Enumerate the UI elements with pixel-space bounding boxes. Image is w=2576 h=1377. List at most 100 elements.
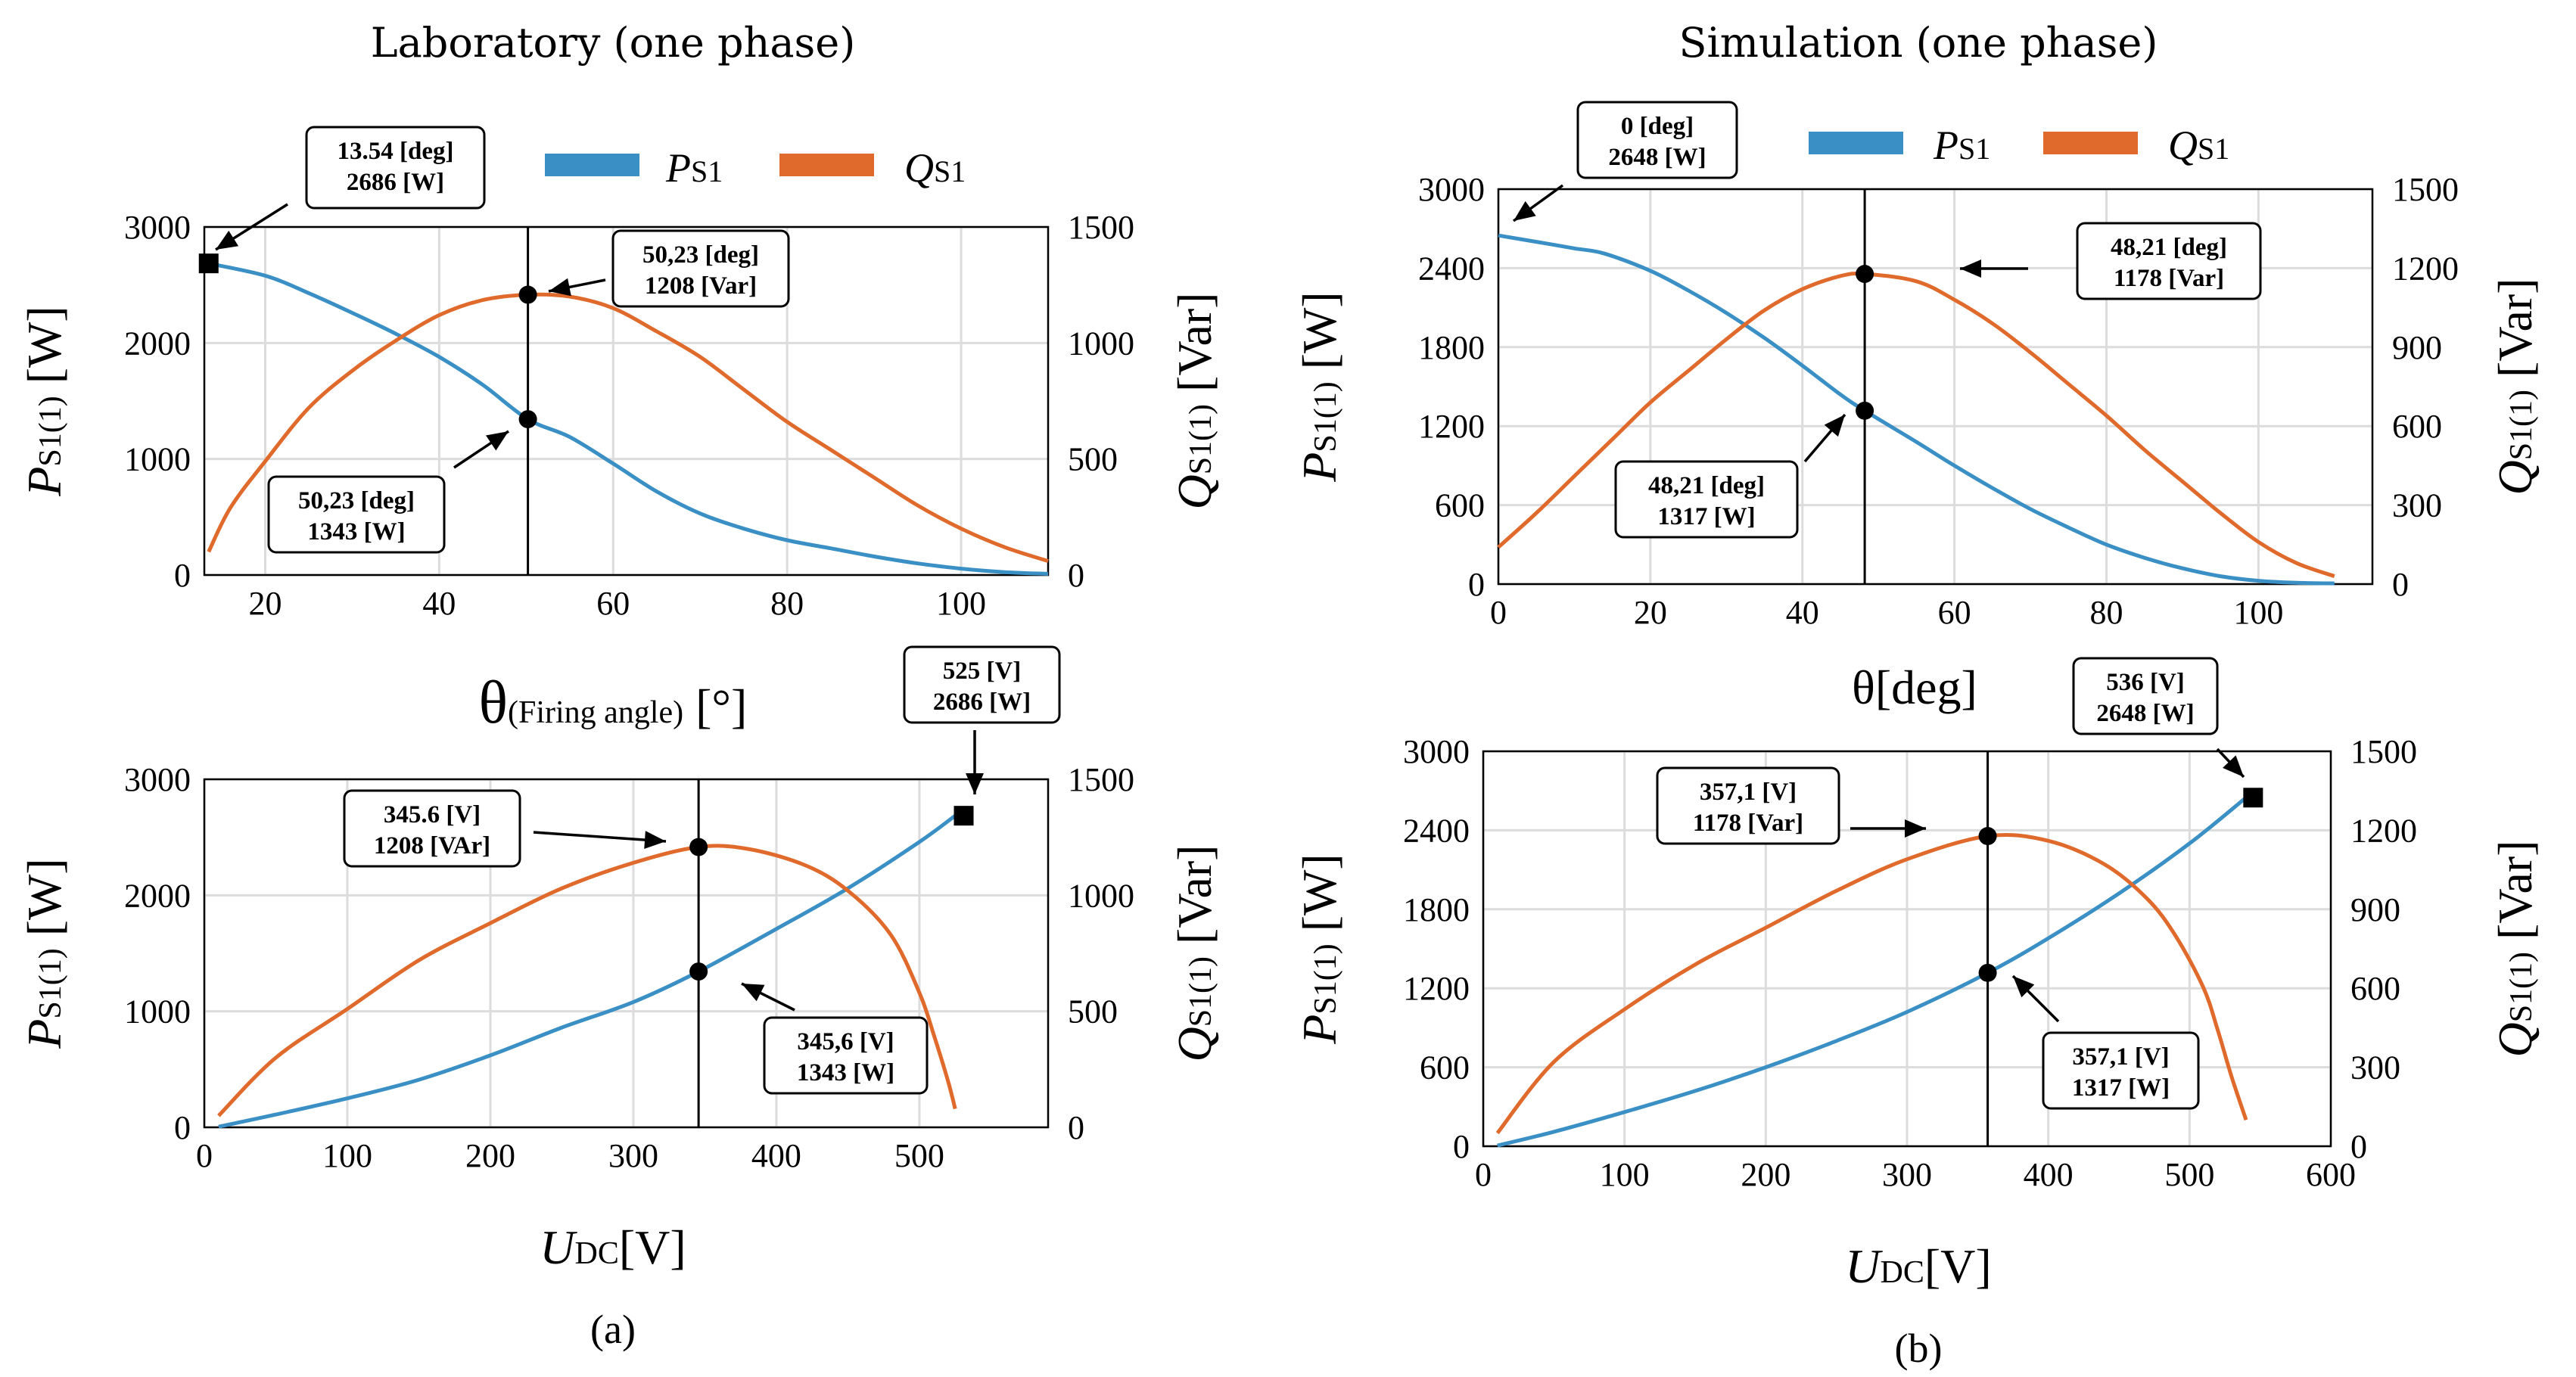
annotation-callout: 345,6 [V] 1343 [W] bbox=[741, 982, 929, 1095]
legend-swatch-q bbox=[779, 154, 874, 176]
x-tick-label: 20 bbox=[248, 585, 282, 622]
title-simulation: Simulation (one phase) bbox=[1679, 19, 2158, 67]
marker-dot bbox=[518, 410, 537, 429]
y-axis-label-q: QS1(1) [Var] bbox=[2488, 840, 2542, 1057]
annotation-box bbox=[611, 229, 790, 308]
y-tick-label: 2000 bbox=[124, 325, 191, 362]
y2-tick-label: 900 bbox=[2392, 329, 2442, 366]
y2-tick-label: 500 bbox=[1068, 441, 1118, 478]
annotation-line-1: 345.6 [V] bbox=[384, 801, 481, 828]
y2-tick-label: 600 bbox=[2350, 970, 2400, 1007]
legend-swatch-p bbox=[545, 154, 639, 176]
annotation-callout: 48,21 [deg] 1317 [W] bbox=[1614, 413, 1846, 539]
y-tick-label: 2000 bbox=[124, 877, 191, 914]
xlabel-sim-udc: UDC[V] bbox=[1845, 1239, 1991, 1293]
marker-dot bbox=[518, 285, 537, 304]
annotation-callout: 525 [V] 2686 [W] bbox=[903, 645, 1061, 794]
y-tick-label: 600 bbox=[1420, 1049, 1470, 1086]
x-tick-label: 40 bbox=[1786, 594, 1819, 631]
annotation-box bbox=[2042, 1031, 2200, 1110]
y-tick-label: 1800 bbox=[1418, 329, 1485, 366]
annotation-arrowhead bbox=[549, 278, 571, 297]
y-tick-label: 3000 bbox=[1418, 171, 1485, 208]
series-line-p bbox=[1498, 233, 2335, 586]
legend-label-p: PS1 bbox=[1933, 123, 1990, 168]
y-tick-label: 3000 bbox=[124, 209, 191, 246]
plot-frame bbox=[203, 778, 1050, 1129]
y-tick-label: 0 bbox=[174, 557, 191, 594]
y2-tick-label: 300 bbox=[2350, 1049, 2400, 1086]
annotation-callout: 0 [deg] 2648 [W] bbox=[1512, 101, 1738, 222]
x-tick-label: 200 bbox=[465, 1137, 515, 1174]
x-tick-label: 20 bbox=[1634, 594, 1667, 631]
annotation-line-1: 48,21 [deg] bbox=[1648, 472, 1765, 499]
x-tick-label: 600 bbox=[2306, 1156, 2356, 1193]
annotation-arrowhead bbox=[1905, 819, 1926, 838]
marker-square bbox=[2243, 788, 2263, 808]
annotation-callout: 50,23 [deg] 1208 [Var] bbox=[548, 229, 790, 308]
y2-tick-label: 1000 bbox=[1068, 325, 1134, 362]
x-tick-label: 0 bbox=[1475, 1156, 1492, 1193]
x-tick-label: 100 bbox=[2233, 594, 2283, 631]
annotation-box bbox=[305, 126, 486, 210]
annotation-arrowhead bbox=[216, 230, 239, 250]
y-tick-label: 1200 bbox=[1403, 970, 1470, 1007]
x-tick-label: 0 bbox=[196, 1137, 213, 1174]
x-tick-label: 500 bbox=[2164, 1156, 2214, 1193]
annotation-line-1: 48,21 [deg] bbox=[2111, 234, 2227, 261]
x-tick-label: 100 bbox=[322, 1137, 372, 1174]
annotation-line-2: 2648 [W] bbox=[2096, 700, 2194, 727]
legend-right: PS1 QS1 bbox=[1809, 123, 2229, 168]
annotation-arrowhead bbox=[644, 831, 666, 850]
annotation-line-2: 1343 [W] bbox=[797, 1059, 894, 1086]
plot-frame bbox=[203, 225, 1050, 577]
annotation-callout: 48,21 [deg] 1178 [Var] bbox=[1960, 222, 2262, 300]
caption-a: (a) bbox=[590, 1307, 636, 1352]
y-tick-label: 1000 bbox=[124, 441, 191, 478]
x-tick-label: 300 bbox=[1882, 1156, 1932, 1193]
annotation-line-2: 1343 [W] bbox=[307, 518, 405, 546]
annotation-arrowhead bbox=[966, 773, 984, 794]
caption-b: (b) bbox=[1895, 1326, 1943, 1371]
y2-tick-label: 0 bbox=[1068, 1109, 1084, 1146]
annotation-box bbox=[1614, 460, 1799, 539]
annotation-callout: 357,1 [V] 1178 [Var] bbox=[1656, 766, 1926, 845]
annotation-line-2: 1178 [Var] bbox=[2114, 265, 2224, 292]
y-axis-label-q: QS1(1) [Var] bbox=[1168, 292, 1221, 509]
y-tick-label: 3000 bbox=[1403, 733, 1470, 770]
legend-swatch-q bbox=[2043, 132, 2138, 154]
annotation-box bbox=[1576, 101, 1738, 179]
y-tick-label: 1800 bbox=[1403, 891, 1470, 928]
y2-tick-label: 900 bbox=[2350, 891, 2400, 928]
annotation-line-1: 50,23 [deg] bbox=[298, 487, 415, 514]
legend-label-p: PS1 bbox=[665, 145, 723, 191]
x-tick-label: 400 bbox=[751, 1137, 801, 1174]
annotation-line-1: 357,1 [V] bbox=[2072, 1043, 2169, 1071]
y2-tick-label: 0 bbox=[2392, 566, 2409, 603]
x-tick-label: 200 bbox=[1741, 1156, 1790, 1193]
y-tick-label: 0 bbox=[174, 1109, 191, 1146]
annotation-arrowhead bbox=[2013, 976, 2035, 998]
annotation-line-1: 13.54 [deg] bbox=[338, 138, 454, 165]
annotation-box bbox=[343, 789, 521, 868]
annotation-box bbox=[267, 475, 446, 554]
y2-tick-label: 1500 bbox=[2392, 171, 2459, 208]
annotation-arrowhead bbox=[486, 431, 509, 451]
annotation-line-1: 345,6 [V] bbox=[797, 1028, 894, 1055]
y-axis-label-p: PS1(1) [W] bbox=[1293, 853, 1346, 1044]
y-tick-label: 0 bbox=[1468, 566, 1485, 603]
y2-tick-label: 1200 bbox=[2392, 250, 2459, 287]
annotation-callout: 50,23 [deg] 1343 [W] bbox=[267, 430, 509, 554]
legend-left: PS1 QS1 bbox=[545, 145, 966, 191]
annotation-line-1: 525 [V] bbox=[943, 657, 1022, 685]
marker-dot bbox=[1856, 265, 1874, 284]
plot-frame bbox=[1497, 188, 2374, 586]
marker-dot bbox=[1978, 963, 1997, 982]
y-axis-label-q: QS1(1) [Var] bbox=[1168, 844, 1221, 1062]
chart-lab-theta: 0 1000 2000 3000 0 500 1000 1500 20 40 60 80 100 13.5… bbox=[17, 126, 1221, 622]
y-axis-label-p: PS1(1) [W] bbox=[17, 306, 71, 496]
legend-label-q: QS1 bbox=[2168, 123, 2229, 168]
xlabel-lab-udc: UDC[V] bbox=[540, 1220, 686, 1274]
series-line-q bbox=[1497, 272, 2335, 578]
annotation-box bbox=[2072, 657, 2219, 735]
